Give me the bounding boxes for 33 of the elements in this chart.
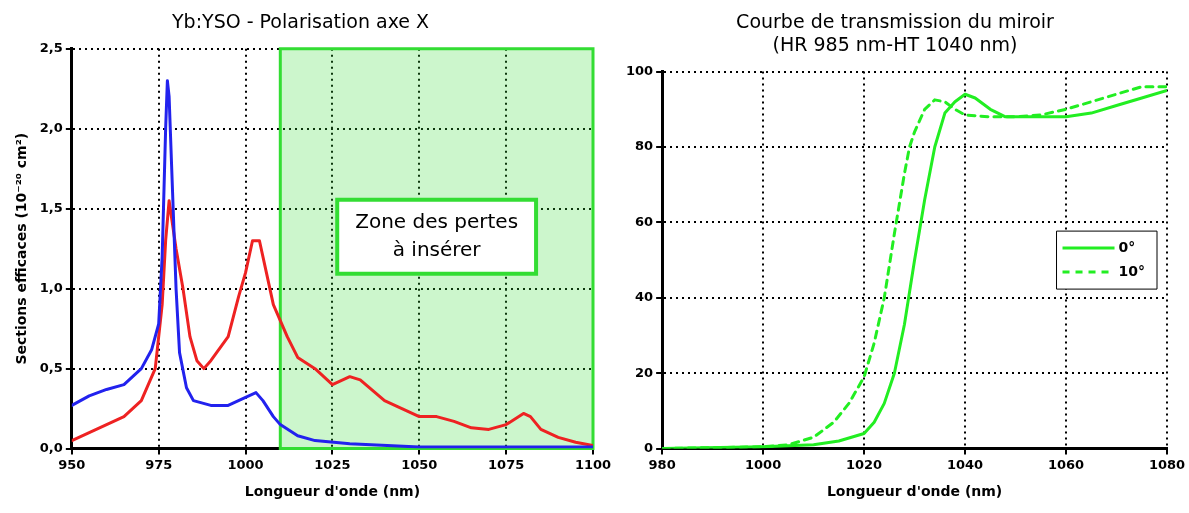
x-tick-label: 1080 [1148,456,1186,472]
y-tick-label: 20 [635,364,654,380]
y-tick-label: 0,0 [39,439,63,455]
x-tick-label: 975 [145,456,173,472]
y-tick-label: 40 [635,289,654,305]
x-tick-label: 1040 [946,456,984,472]
y-axis-title: Sections efficaces (10⁻²⁰ cm²) [13,132,30,365]
x-tick-label: 1025 [314,456,351,472]
x-tick-label: 980 [648,456,676,472]
y-tick-label: 60 [635,213,654,229]
x-axis-title: Longueur d'onde (nm) [244,483,421,500]
y-tick-label: 0 [644,439,654,455]
y-tick-label: 80 [635,138,654,154]
x-tick-label: 1000 [227,456,264,472]
x-tick-label: 1020 [845,456,883,472]
y-tick-label: 100 [626,62,654,78]
x-tick-label: 1000 [745,456,782,472]
y-tick-label: 1,0 [39,280,63,296]
x-tick-label: 1060 [1047,456,1085,472]
chart-title: Yb:YSO - Polarisation axe X [170,10,430,33]
chart-title: Courbe de transmission du miroir (HR 985 nm-HT 1040 nm) [736,10,1055,56]
y-tick-label: 2,0 [39,120,63,136]
legend-label: 10° [1118,262,1145,279]
x-tick-label: 950 [58,456,86,472]
band-label: Zone des pertes à insérer [355,208,519,261]
y-tick-label: 2,5 [39,40,63,56]
y-tick-label: 0,5 [39,360,63,376]
legend-label: 0° [1118,238,1136,255]
x-tick-label: 1075 [488,456,525,472]
x-tick-label: 1050 [401,456,438,472]
y-tick-label: 1,5 [39,200,63,216]
x-tick-label: 1100 [574,456,612,472]
x-axis-title: Longueur d'onde (nm) [826,483,1003,500]
